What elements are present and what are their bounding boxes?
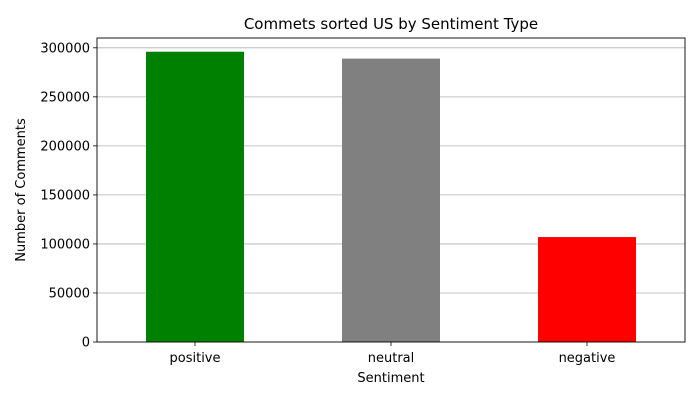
y-tick-label: 50000 bbox=[49, 286, 90, 301]
y-tick-label: 250000 bbox=[40, 90, 90, 105]
x-tick-label-negative: negative bbox=[559, 351, 616, 366]
x-axis-ticks: positive neutral negative bbox=[170, 342, 616, 366]
y-axis-label: Number of Comments bbox=[14, 118, 29, 262]
bar-neutral bbox=[342, 58, 440, 343]
y-tick-label: 150000 bbox=[40, 188, 90, 203]
y-tick-label: 200000 bbox=[40, 139, 90, 154]
y-tick-label: 100000 bbox=[40, 237, 90, 252]
x-axis-label: Sentiment bbox=[357, 371, 424, 386]
bars bbox=[146, 51, 636, 343]
y-tick-label: 300000 bbox=[40, 41, 90, 56]
x-tick-label-neutral: neutral bbox=[368, 351, 415, 366]
chart-title: Commets sorted US by Sentiment Type bbox=[244, 15, 538, 33]
bar-positive bbox=[146, 51, 244, 342]
x-tick-label-positive: positive bbox=[170, 351, 221, 366]
bar-negative bbox=[538, 237, 636, 342]
y-tick-label: 0 bbox=[82, 336, 90, 351]
y-axis-ticks: 0 50000 100000 150000 200000 250000 300000 bbox=[40, 41, 97, 351]
